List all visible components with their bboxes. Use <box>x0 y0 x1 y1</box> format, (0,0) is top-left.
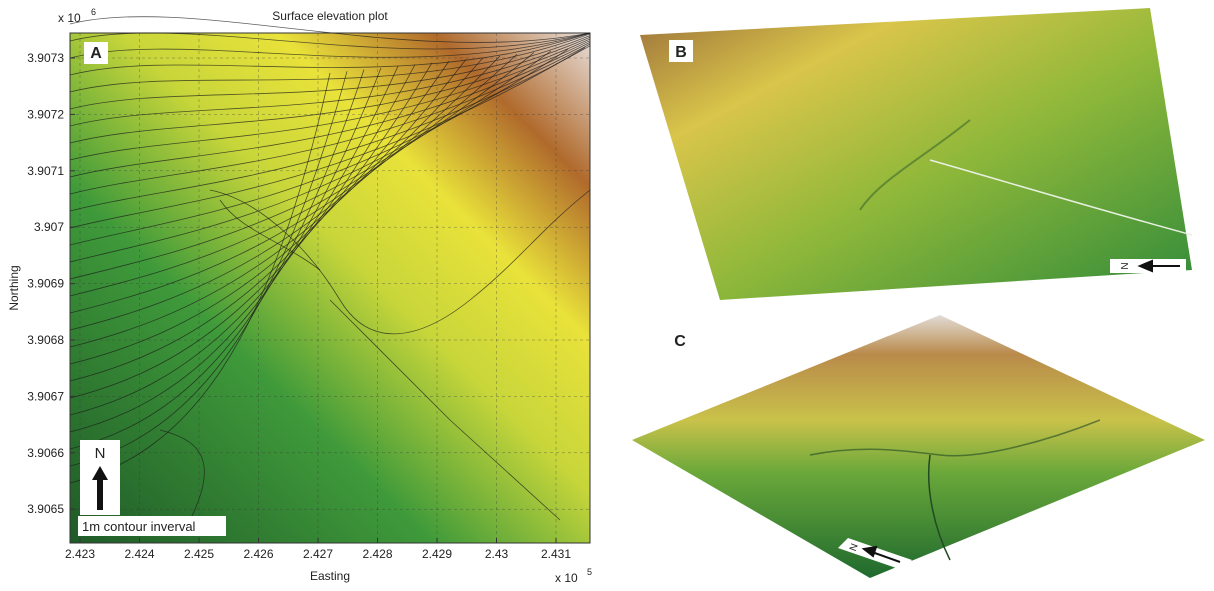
y-power: 6 <box>91 7 96 17</box>
x-tick-label: 2.43 <box>485 547 509 561</box>
x-tick-label: 2.424 <box>124 547 154 561</box>
north-label: N <box>1120 262 1131 269</box>
y-tick-label: 3.9067 <box>27 389 64 403</box>
x-power: 5 <box>587 567 592 577</box>
panel-label: A <box>90 45 102 62</box>
y-axis-label: Northing <box>7 265 21 310</box>
x-tick-label: 2.425 <box>184 547 214 561</box>
y-tick-label: 3.9065 <box>27 502 64 516</box>
panel-a-title: Surface elevation plot <box>272 9 388 23</box>
terrain-3d <box>640 8 1192 300</box>
terrain-3d <box>632 315 1205 578</box>
x-tick-label: 2.428 <box>362 547 392 561</box>
x-tick-label: 2.429 <box>422 547 452 561</box>
y-tick-label: 3.9068 <box>27 333 64 347</box>
x-axis-label: Easting <box>310 569 350 583</box>
panel-label: C <box>674 333 686 350</box>
north-label: N <box>95 445 106 462</box>
x-tick-label: 2.426 <box>243 547 273 561</box>
y-tick-label: 3.9072 <box>27 107 64 121</box>
y-multiplier: x 10 <box>58 11 81 25</box>
x-tick-label: 2.427 <box>303 547 333 561</box>
panel-label: B <box>675 44 687 61</box>
x-tick-label: 2.423 <box>65 547 95 561</box>
legend-text: 1m contour inverval <box>82 519 196 534</box>
y-tick-label: 3.9071 <box>27 164 64 178</box>
y-tick-label: 3.907 <box>34 220 64 234</box>
figure: Surface elevation plot x 10 6 2.423 2.424… <box>0 0 1214 586</box>
x-multiplier: x 10 <box>555 571 578 585</box>
y-tick-label: 3.9073 <box>27 51 64 65</box>
x-tick-label: 2.431 <box>541 547 571 561</box>
elevation-map <box>70 33 590 543</box>
y-tick-label: 3.9066 <box>27 446 64 460</box>
y-tick-label: 3.9069 <box>27 277 64 291</box>
